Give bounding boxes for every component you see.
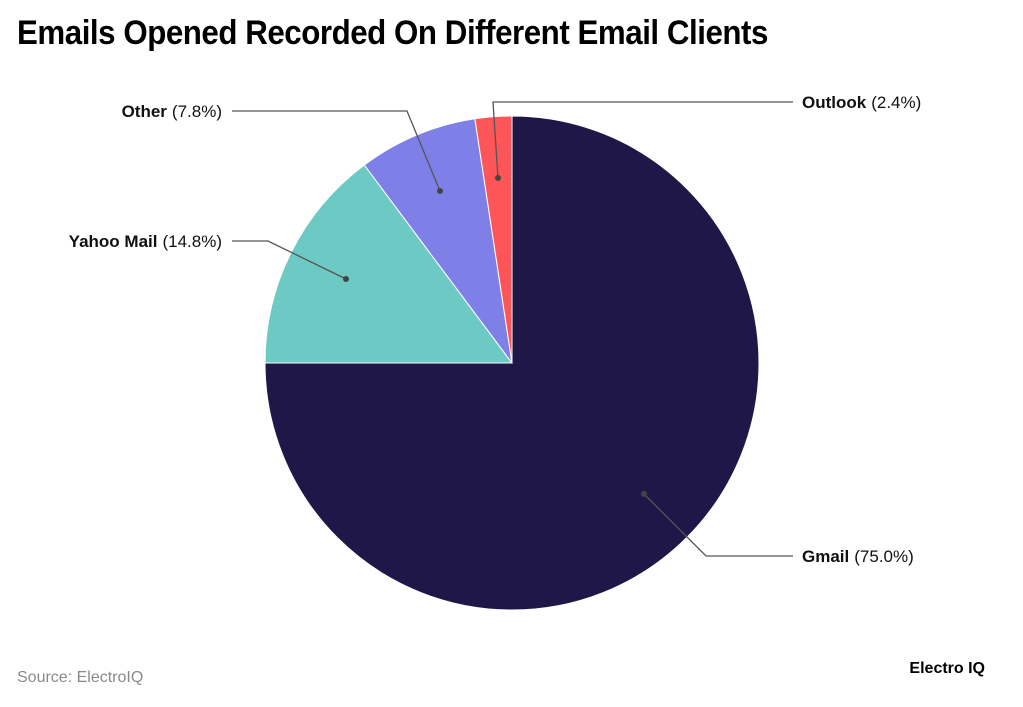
label-other-name: Other	[122, 102, 168, 121]
label-gmail-name: Gmail	[802, 547, 849, 566]
label-outlook-value: (2.4%)	[871, 93, 921, 112]
callouts: Gmail (75.0%) Yahoo Mail (14.8%) Other (7.8…	[69, 93, 922, 566]
label-gmail-value: (75.0%)	[854, 547, 914, 566]
label-yahoo-name: Yahoo Mail	[69, 232, 158, 251]
label-outlook-name: Outlook	[802, 93, 867, 112]
label-yahoo-value: (14.8%)	[162, 232, 222, 251]
callout-other: Other (7.8%)	[122, 102, 443, 194]
source-note: Source: ElectroIQ	[17, 669, 144, 686]
svg-text:Gmail(75.0%): Gmail (75.0%)	[802, 547, 914, 566]
pie-slices	[264, 115, 760, 611]
brand-logo: Electro IQ	[909, 660, 985, 677]
chart-title: Emails Opened Recorded On Different Emai…	[17, 14, 768, 52]
svg-text:Other(7.8%): Other (7.8%)	[122, 102, 222, 121]
svg-text:Outlook(2.4%): Outlook (2.4%)	[802, 93, 921, 112]
label-other-value: (7.8%)	[172, 102, 222, 121]
svg-text:Yahoo Mail(14.8%): Yahoo Mail (14.8%)	[69, 232, 222, 251]
callout-yahoo-mail: Yahoo Mail (14.8%)	[69, 232, 349, 282]
pie-slice-gmail	[264, 115, 760, 611]
callout-gmail: Gmail (75.0%)	[641, 491, 914, 566]
callout-outlook: Outlook (2.4%)	[492, 93, 921, 181]
